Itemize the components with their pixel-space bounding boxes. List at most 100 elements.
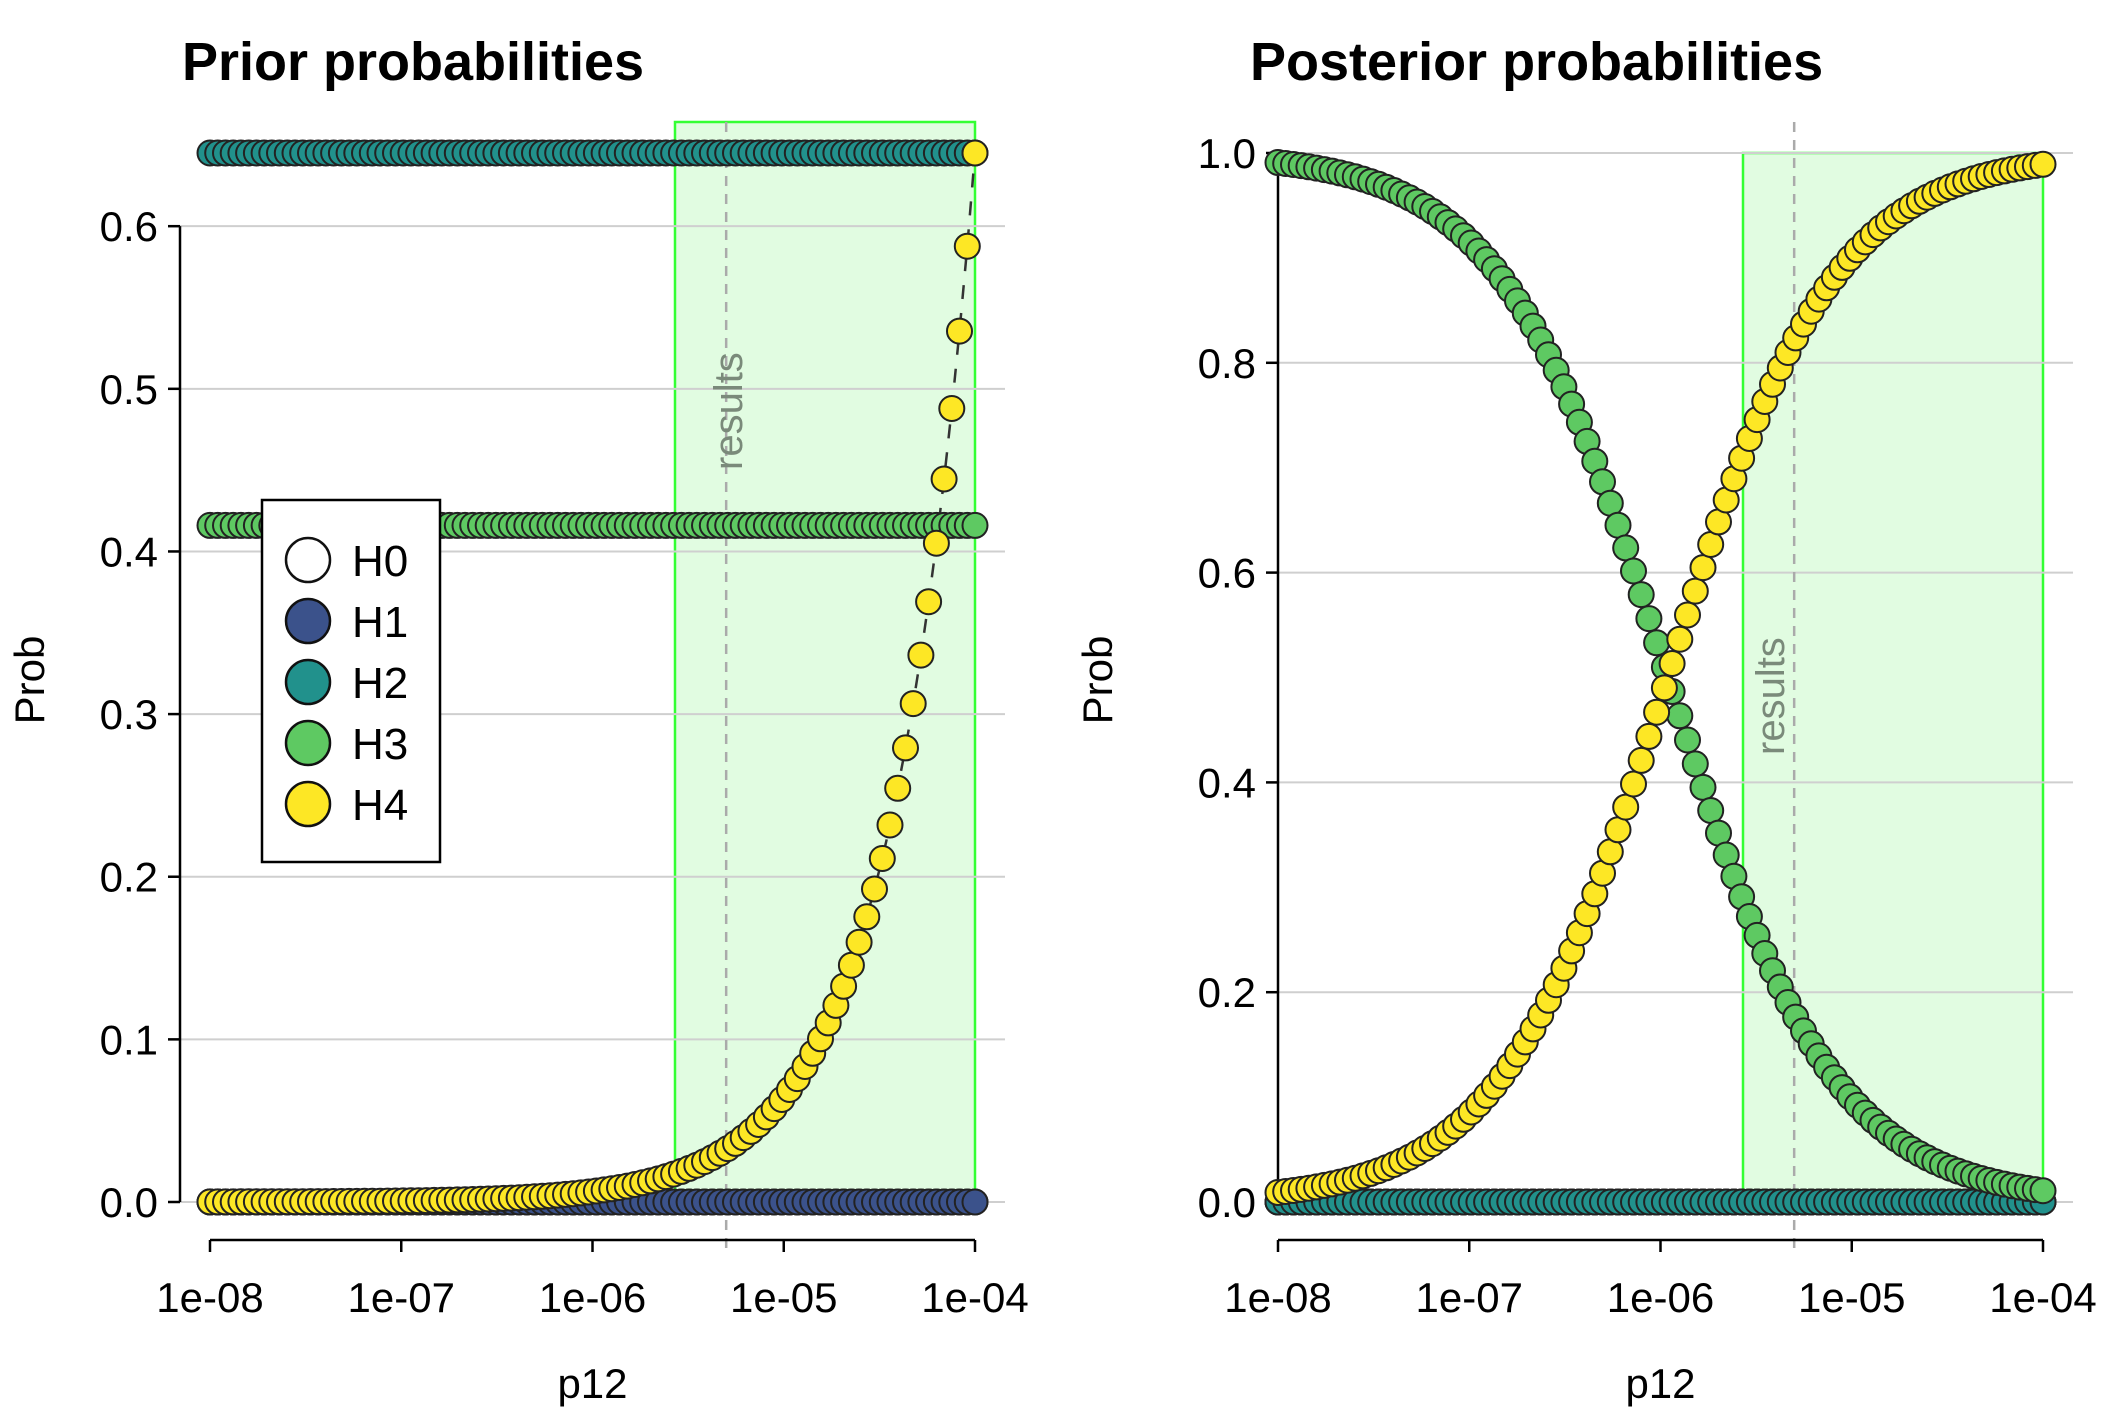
point-h3: [1627, 581, 1655, 609]
point-h4: [953, 232, 981, 260]
y-tick-label: 0.4: [100, 528, 158, 575]
point-h4: [892, 734, 919, 762]
x-tick-label: 1e-05: [730, 1274, 837, 1321]
x-tick-label: 1e-04: [1989, 1274, 2096, 1321]
x-axis-label: p12: [1625, 1360, 1695, 1407]
x-tick-label: 1e-07: [1416, 1274, 1523, 1321]
point-h4: [930, 465, 958, 493]
legend-marker-h4: [284, 780, 332, 828]
y-tick-label: 1.0: [1198, 130, 1256, 177]
point-h4: [1635, 722, 1663, 750]
point-h3: [961, 511, 989, 539]
point-h4: [837, 951, 865, 979]
point-h4: [1658, 650, 1686, 677]
x-axis-label: p12: [557, 1360, 627, 1407]
point-h4: [1697, 531, 1725, 558]
legend-label-h0: H0: [352, 537, 408, 586]
y-tick-label: 0.6: [1198, 550, 1256, 597]
x-tick-label: 1e-05: [1798, 1274, 1905, 1321]
point-h4: [1612, 793, 1640, 821]
posterior-chart: results 0.0 0.2 0.4 0.6 0.8 1.0 1e-08 1e-07 1e-0…: [1074, 32, 2097, 1407]
point-h3: [2029, 1177, 2057, 1205]
point-h4: [961, 139, 989, 167]
tick-labels: 0.0 0.1 0.2 0.3 0.4 0.5 0.6 1e-08 1e-07 1e-06 1e-0…: [100, 203, 1029, 1321]
point-h3: [1689, 773, 1717, 801]
series-h2: [1264, 1188, 2057, 1216]
point-h4: [1643, 698, 1671, 726]
point-h3: [1643, 629, 1671, 657]
point-h4: [1674, 601, 1701, 629]
legend-marker-h2: [284, 658, 332, 706]
y-tick-label: 0.1: [100, 1016, 158, 1063]
series-h4: [1264, 150, 2057, 1206]
results-label: results: [1749, 637, 1793, 755]
legend: H0 H1 H2 H3 H4: [260, 498, 442, 864]
point-h4: [2029, 150, 2057, 178]
x-tick-label: 1e-06: [539, 1274, 646, 1321]
legend-label-h1: H1: [352, 598, 408, 647]
results-label: results: [707, 352, 751, 470]
y-tick-label: 0.8: [1198, 340, 1256, 387]
legend-label-h2: H2: [352, 659, 408, 708]
point-h4: [884, 774, 912, 802]
prior-chart: results 0.0 0.1 0.2 0.3 0.4 0.5 0.6 1e-08 1e-07 1…: [6, 32, 1029, 1407]
point-h3: [1635, 605, 1663, 633]
point-h3: [1612, 534, 1640, 562]
point-h3: [1666, 702, 1694, 730]
series-h3: [1264, 149, 2057, 1205]
point-h4: [1689, 554, 1717, 582]
point-h4: [938, 395, 966, 422]
tick-labels: 0.0 0.2 0.4 0.6 0.8 1.0 1e-08 1e-07 1e-06 1e-05 1e…: [1198, 130, 2097, 1321]
point-h4: [853, 903, 881, 931]
x-tick-label: 1e-08: [1224, 1274, 1331, 1321]
y-tick-label: 0.0: [1198, 1179, 1256, 1226]
point-h3: [1697, 797, 1725, 824]
point-h4: [1681, 577, 1709, 605]
series-h4: [196, 139, 989, 1216]
data-points: [196, 139, 989, 1216]
point-h4: [1620, 770, 1647, 798]
y-tick-label: 0.3: [100, 691, 158, 738]
point-h4: [915, 588, 943, 616]
point-h3: [1620, 557, 1647, 585]
legend-label-h4: H4: [352, 781, 408, 830]
point-h4: [1627, 746, 1655, 774]
legend-label-h3: H3: [352, 720, 408, 769]
y-tick-label: 0.0: [100, 1179, 158, 1226]
y-tick-label: 0.2: [100, 854, 158, 901]
legend-marker-h0: [284, 536, 332, 584]
point-h3: [1674, 726, 1701, 754]
chart-title: Posterior probabilities: [1250, 32, 1823, 92]
point-h3: [1681, 750, 1709, 778]
y-tick-label: 0.5: [100, 366, 158, 413]
y-tick-label: 0.6: [100, 203, 158, 250]
point-h4: [868, 845, 896, 872]
x-tick-label: 1e-08: [156, 1274, 263, 1321]
series-h2: [196, 139, 989, 167]
x-tick-label: 1e-04: [921, 1274, 1028, 1321]
x-tick-label: 1e-07: [348, 1274, 455, 1321]
y-tick-label: 0.4: [1198, 759, 1256, 806]
point-h4: [1666, 625, 1694, 653]
legend-marker-h1: [284, 597, 332, 645]
point-h4: [876, 811, 904, 839]
y-tick-label: 0.2: [1198, 969, 1256, 1016]
axes: [168, 224, 977, 1252]
point-h4: [899, 690, 927, 718]
chart-title: Prior probabilities: [182, 32, 644, 92]
data-points: [1264, 149, 2057, 1216]
legend-marker-h3: [284, 719, 332, 767]
y-axis-label: Prob: [6, 636, 53, 725]
point-h4: [946, 317, 973, 345]
point-h4: [922, 529, 950, 557]
point-h4: [907, 641, 935, 669]
point-h4: [1604, 816, 1632, 844]
point-h4: [861, 875, 888, 903]
point-h1: [961, 1188, 989, 1216]
x-tick-label: 1e-06: [1607, 1274, 1714, 1321]
point-h3: [1604, 511, 1632, 539]
point-h4: [845, 928, 873, 956]
point-h4: [1650, 674, 1678, 702]
y-axis-label: Prob: [1074, 636, 1121, 725]
